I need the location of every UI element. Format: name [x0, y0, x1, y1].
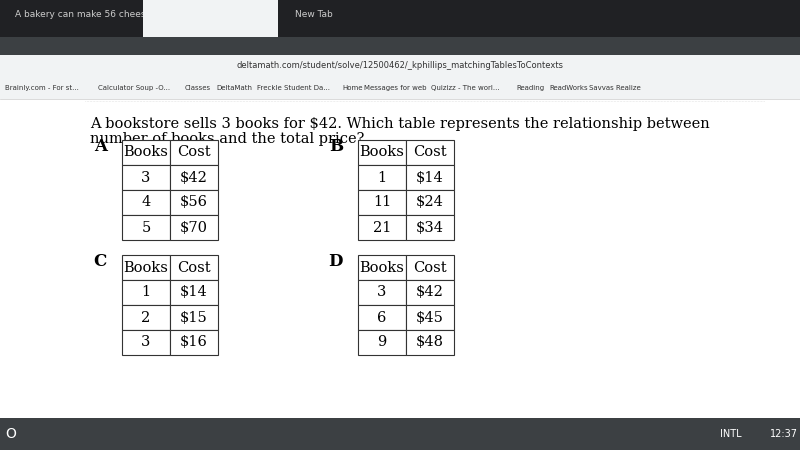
Bar: [170, 140, 218, 165]
Text: 3: 3: [378, 285, 386, 300]
Text: 11: 11: [373, 195, 391, 210]
Bar: [406, 255, 454, 280]
Bar: [122, 190, 170, 215]
Bar: [406, 140, 454, 165]
Text: ReadWorks: ReadWorks: [550, 85, 588, 91]
Text: $42: $42: [180, 171, 208, 184]
Bar: [358, 280, 406, 305]
Bar: [122, 330, 170, 355]
Text: $24: $24: [416, 195, 444, 210]
Text: B: B: [329, 138, 343, 155]
Text: Cost: Cost: [413, 261, 447, 274]
Text: O: O: [5, 427, 16, 441]
Text: Books: Books: [359, 261, 405, 274]
Text: Classes: Classes: [184, 85, 210, 91]
Bar: [0, 55, 800, 77]
Bar: [122, 305, 170, 330]
Text: C: C: [94, 253, 107, 270]
Bar: [170, 305, 218, 330]
Text: 3: 3: [142, 336, 150, 350]
Text: D: D: [329, 253, 343, 270]
Bar: [406, 305, 454, 330]
Text: A bookstore sells 3 books for $42. Which table represents the relationship betwe: A bookstore sells 3 books for $42. Which…: [90, 117, 710, 131]
Bar: [406, 280, 454, 305]
Text: 1: 1: [142, 285, 150, 300]
Text: INTL: INTL: [720, 429, 742, 439]
Bar: [406, 165, 454, 190]
Text: $48: $48: [416, 336, 444, 350]
Text: # DeltaMath: # DeltaMath: [165, 10, 229, 19]
Bar: [406, 190, 454, 215]
Text: $16: $16: [180, 336, 208, 350]
Bar: [122, 140, 170, 165]
Text: $56: $56: [180, 195, 208, 210]
Text: Cost: Cost: [177, 145, 211, 159]
Bar: [358, 190, 406, 215]
Text: 2: 2: [142, 310, 150, 324]
Bar: [358, 330, 406, 355]
Text: Books: Books: [123, 145, 169, 159]
Text: Reading: Reading: [517, 85, 545, 91]
Text: Brainly.com - For st...: Brainly.com - For st...: [5, 85, 79, 91]
Bar: [358, 305, 406, 330]
Bar: [170, 190, 218, 215]
Bar: [122, 165, 170, 190]
Text: deltamath.com/student/solve/12500462/_kphillips_matchingTablesToContexts: deltamath.com/student/solve/12500462/_kp…: [237, 62, 563, 71]
Text: 6: 6: [378, 310, 386, 324]
Text: Savvas Realize: Savvas Realize: [590, 85, 641, 91]
Text: $42: $42: [416, 285, 444, 300]
Text: Books: Books: [123, 261, 169, 274]
Text: $15: $15: [180, 310, 208, 324]
Text: DeltaMath: DeltaMath: [217, 85, 253, 91]
Text: $70: $70: [180, 220, 208, 234]
Bar: [170, 280, 218, 305]
Text: 5: 5: [142, 220, 150, 234]
Text: Calculator Soup -O...: Calculator Soup -O...: [98, 85, 170, 91]
Bar: [358, 215, 406, 240]
Bar: [358, 165, 406, 190]
Bar: [406, 215, 454, 240]
Bar: [170, 165, 218, 190]
Bar: [0, 77, 800, 99]
Text: 12:37: 12:37: [770, 429, 798, 439]
Text: A: A: [94, 138, 107, 155]
Text: $34: $34: [416, 220, 444, 234]
Bar: [143, 0, 278, 37]
Bar: [358, 140, 406, 165]
Text: A bakery can make 56 cheese...: A bakery can make 56 cheese...: [15, 10, 160, 19]
Text: Cost: Cost: [413, 145, 447, 159]
Bar: [358, 255, 406, 280]
Text: 21: 21: [373, 220, 391, 234]
Bar: [122, 280, 170, 305]
Text: 1: 1: [378, 171, 386, 184]
Text: 3: 3: [142, 171, 150, 184]
Text: Quizizz - The worl...: Quizizz - The worl...: [430, 85, 499, 91]
Text: Books: Books: [359, 145, 405, 159]
Bar: [170, 330, 218, 355]
Text: Messages for web: Messages for web: [364, 85, 426, 91]
Text: 9: 9: [378, 336, 386, 350]
Bar: [0, 37, 800, 55]
Text: Freckle Student Da...: Freckle Student Da...: [257, 85, 330, 91]
Bar: [0, 99, 800, 450]
Text: Cost: Cost: [177, 261, 211, 274]
Bar: [0, 418, 800, 450]
Text: Home: Home: [343, 85, 363, 91]
Text: $14: $14: [180, 285, 208, 300]
Text: $45: $45: [416, 310, 444, 324]
Bar: [170, 215, 218, 240]
Text: New Tab: New Tab: [295, 10, 333, 19]
Bar: [0, 0, 800, 55]
Bar: [122, 215, 170, 240]
Bar: [406, 330, 454, 355]
Bar: [170, 255, 218, 280]
Bar: [122, 255, 170, 280]
Text: 4: 4: [142, 195, 150, 210]
Text: number of books and the total price?: number of books and the total price?: [90, 132, 364, 146]
Text: $14: $14: [416, 171, 444, 184]
